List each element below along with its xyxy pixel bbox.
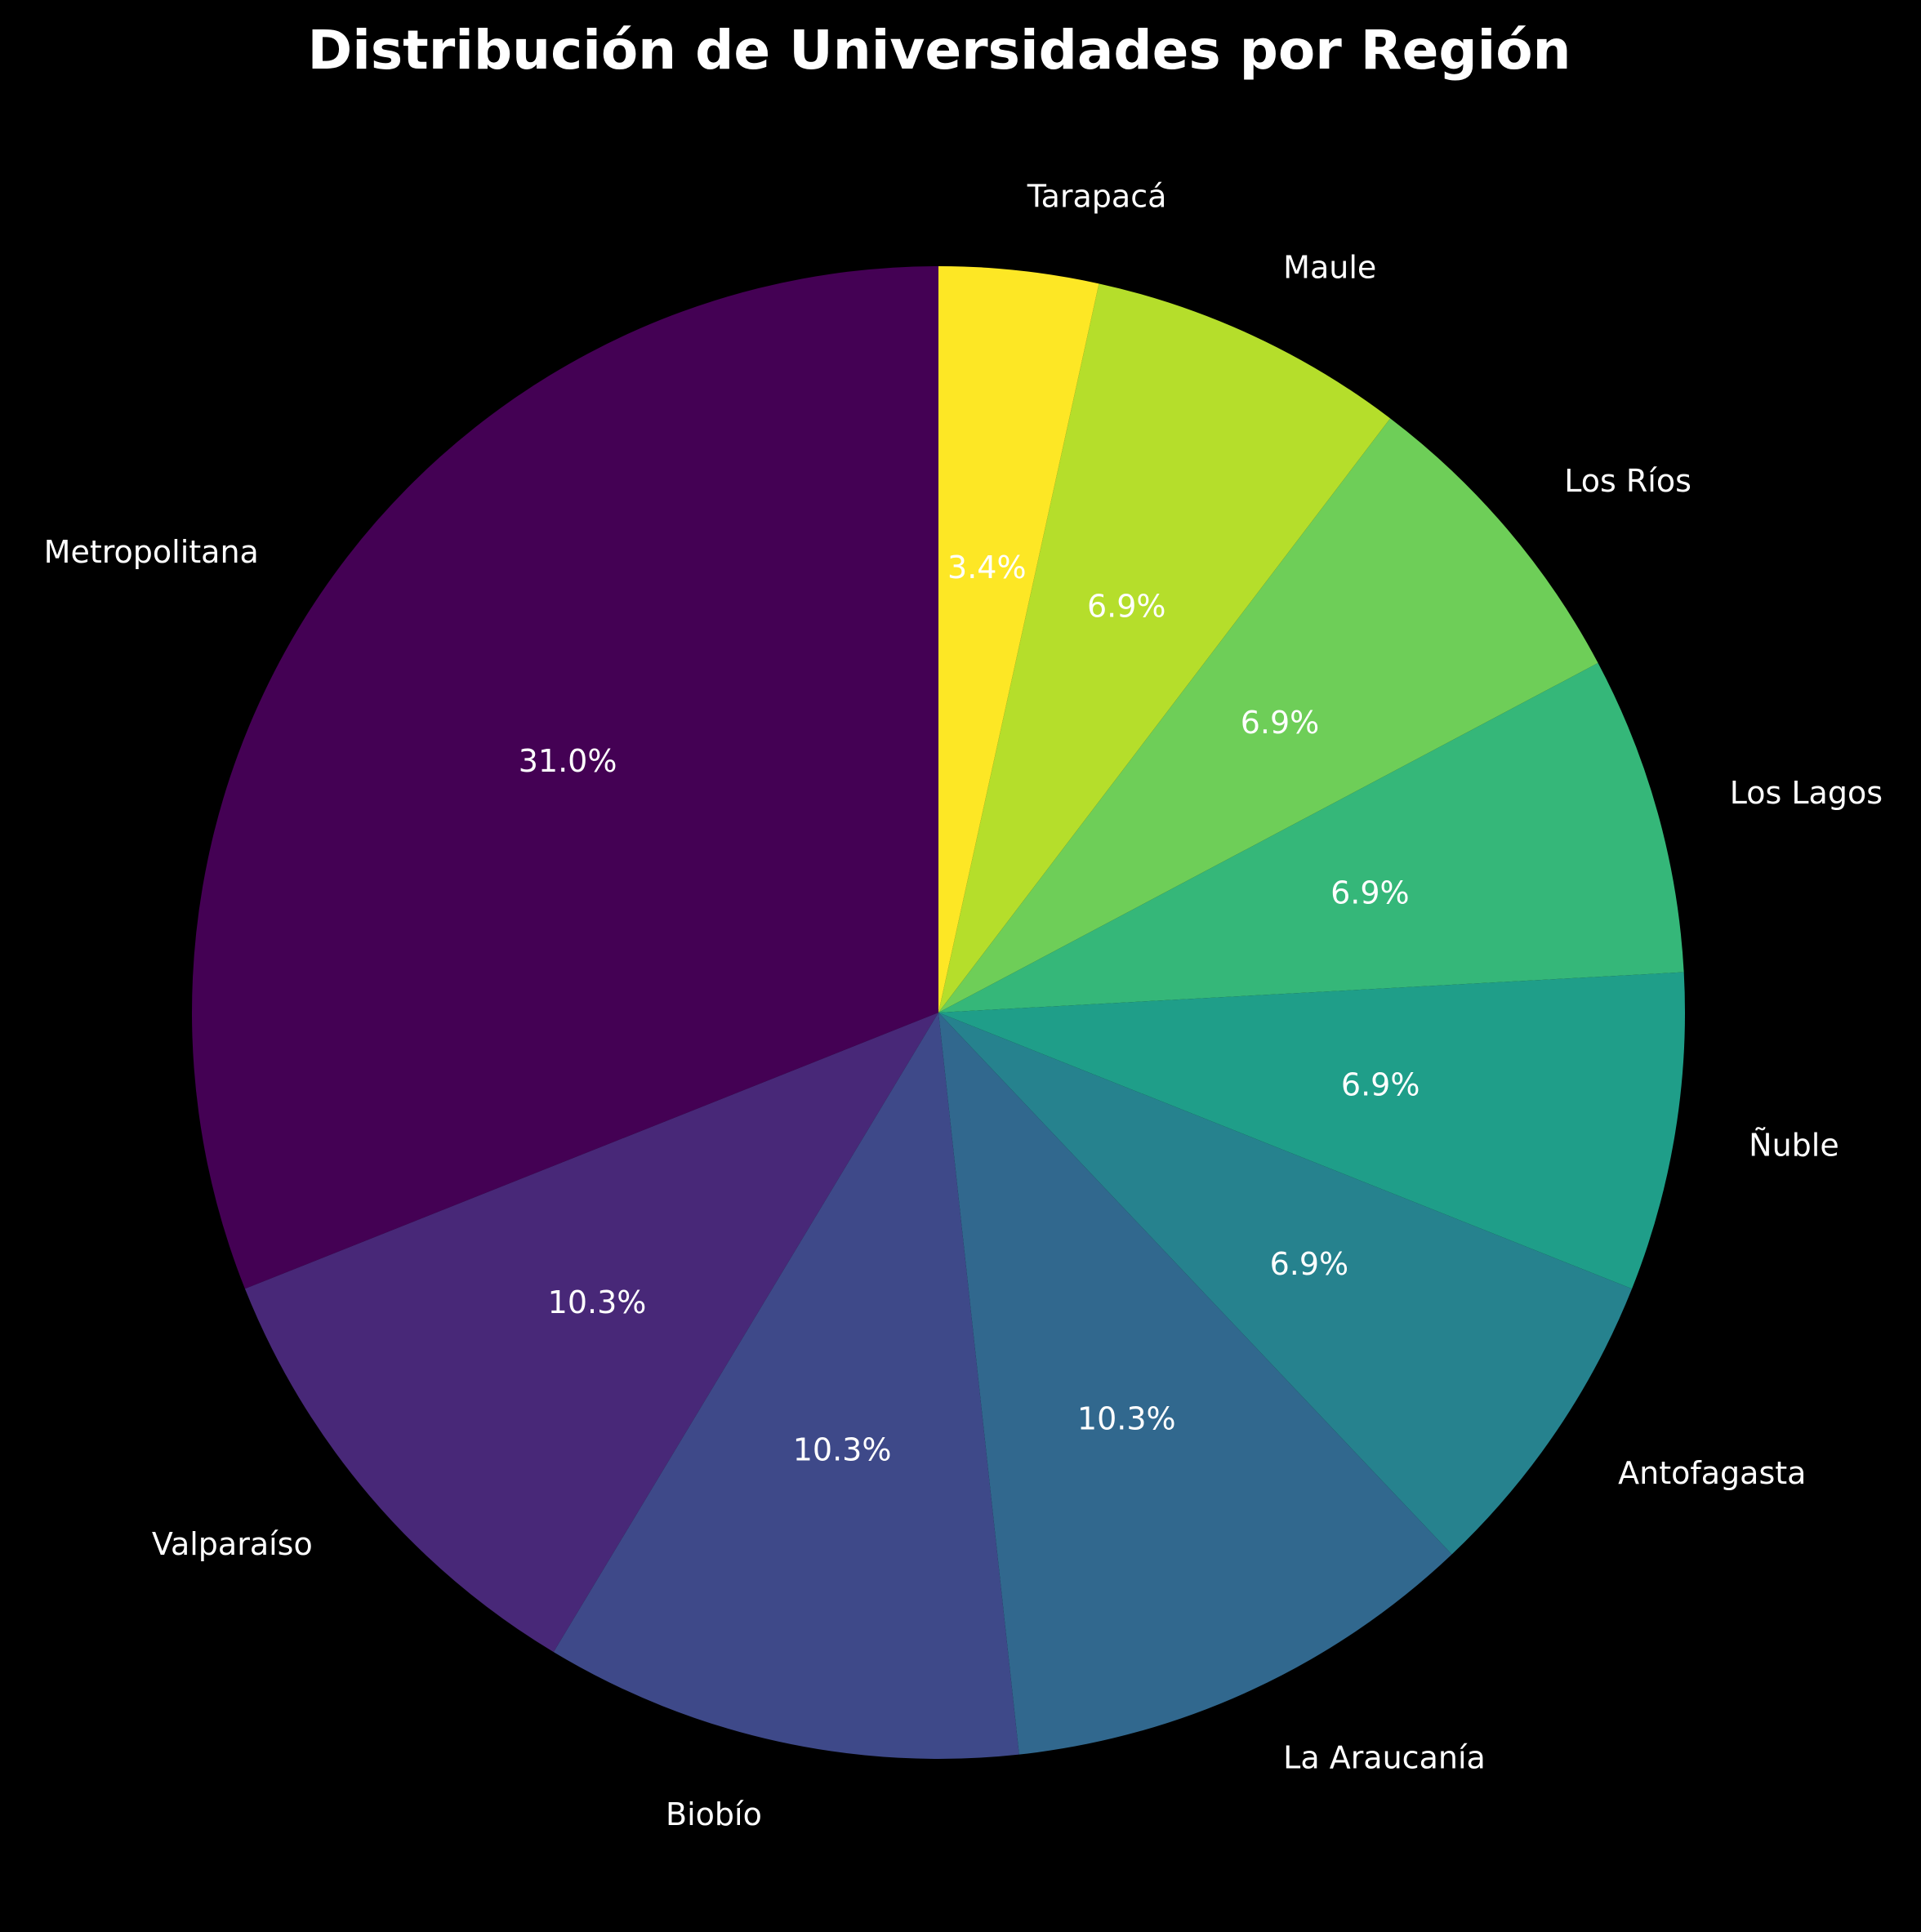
- category-label-los-lagos: Los Lagos: [1730, 775, 1883, 811]
- category-label-la-araucania: La Araucanía: [1283, 1739, 1486, 1775]
- percent-label-biobio: 10.3%: [793, 1432, 892, 1468]
- percent-label-maule: 6.9%: [1087, 588, 1166, 624]
- percent-label-tarapaca: 3.4%: [947, 550, 1027, 585]
- percent-label-metropolitana: 31.0%: [519, 743, 617, 779]
- percent-label-los-rios: 6.9%: [1241, 705, 1320, 741]
- pie-slice-metropolitana: [191, 266, 938, 1289]
- category-label-antofagasta: Antofagasta: [1618, 1455, 1806, 1491]
- pie-slice-tarapaca: [938, 266, 1099, 1013]
- category-label-los-rios: Los Ríos: [1564, 463, 1691, 499]
- percent-labels: 31.0% 10.3% 10.3% 10.3% 6.9% 6.9% 6.9% 6.9% 6.9%…: [519, 550, 1420, 1468]
- chart-title: Distribución de Universidades por Región: [307, 19, 1571, 82]
- percent-label-valparaiso: 10.3%: [548, 1284, 647, 1320]
- category-label-metropolitana: Metropolitana: [44, 534, 259, 570]
- percent-label-nuble: 6.9%: [1341, 1067, 1420, 1103]
- pie-slice-los-lagos: [938, 662, 1684, 1013]
- category-label-tarapaca: Tarapacá: [1027, 178, 1167, 214]
- pie-slice-la-araucania: [938, 1013, 1452, 1755]
- pie-slice-antofagasta: [938, 1013, 1633, 1555]
- pie-slices: [191, 266, 1685, 1759]
- percent-label-antofagasta: 6.9%: [1270, 1246, 1349, 1282]
- pie-slice-los-rios: [938, 418, 1598, 1013]
- percent-label-los-lagos: 6.9%: [1330, 875, 1410, 910]
- category-label-maule: Maule: [1283, 250, 1376, 286]
- pie-slice-valparaiso: [244, 1013, 938, 1653]
- pie-slice-maule: [938, 283, 1391, 1013]
- percent-label-la-araucania: 10.3%: [1077, 1401, 1176, 1437]
- category-labels: Metropolitana Valparaíso Biobío La Araucaní…: [44, 178, 1883, 1832]
- category-label-biobio: Biobío: [666, 1796, 762, 1832]
- pie-slice-biobio: [553, 1013, 1019, 1759]
- category-label-valparaiso: Valparaíso: [152, 1526, 313, 1562]
- pie-slice-nuble: [938, 972, 1685, 1289]
- category-label-nuble: Ñuble: [1749, 1128, 1839, 1164]
